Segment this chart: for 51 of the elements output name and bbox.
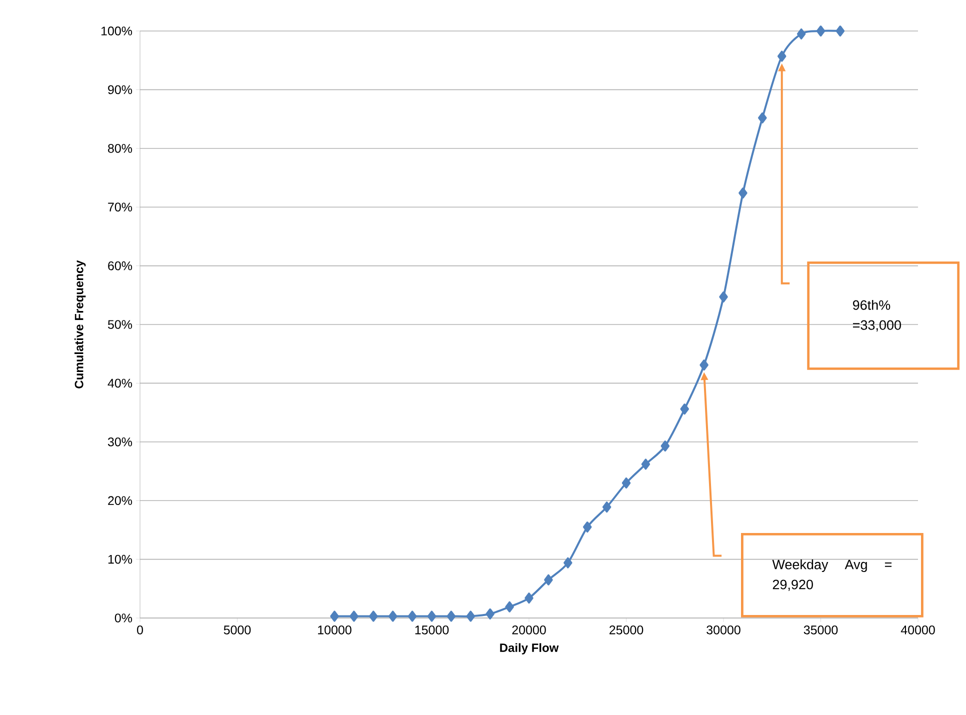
point [486, 608, 494, 620]
point [544, 574, 553, 586]
point [524, 592, 534, 604]
y-tick-label: 10% [108, 554, 132, 564]
point [505, 601, 514, 612]
x-tick-label: 40000 [900, 626, 935, 634]
point [350, 610, 358, 622]
y-tick-label: 60% [108, 261, 132, 270]
point [446, 610, 456, 622]
y-tick-label: 70% [108, 202, 132, 212]
point [427, 610, 436, 622]
y-tick-label: 100% [101, 26, 132, 36]
point [330, 610, 339, 622]
x-tick-label: 20000 [512, 626, 546, 634]
x-tick-label: 35000 [804, 626, 838, 634]
point [369, 610, 378, 622]
point [602, 502, 612, 513]
point [719, 291, 728, 302]
x-axis-title: Daily Flow [500, 643, 559, 654]
y-tick-label: 0% [114, 614, 132, 622]
y-tick-label: 20% [108, 496, 132, 506]
y-tick-label: 30% [108, 437, 132, 446]
x-tick-label: 30000 [706, 626, 740, 634]
y-tick-label: 90% [108, 85, 132, 94]
y-tick-label: 40% [108, 378, 132, 388]
point [641, 458, 650, 470]
annotation: 96th% =33,000 [852, 300, 901, 332]
point [622, 477, 631, 488]
point [836, 25, 845, 36]
point [816, 25, 826, 36]
point [564, 557, 572, 568]
y-tick-label: 50% [108, 320, 132, 329]
point [758, 112, 767, 124]
point [466, 610, 476, 622]
y-axis-title: Cumulative Frequency [74, 260, 86, 388]
point [738, 188, 748, 199]
point [660, 440, 670, 452]
point [680, 404, 689, 415]
x-tick-label: 10000 [318, 626, 352, 634]
annotation: Weekday Avg = 29,920 [772, 559, 892, 591]
point [796, 28, 806, 40]
y-tick-label: 80% [108, 144, 132, 153]
x-tick-label: 0 [137, 626, 143, 634]
point [777, 50, 786, 62]
point [388, 610, 398, 622]
x-tick-label: 25000 [610, 626, 644, 634]
point [582, 522, 592, 533]
point [700, 360, 708, 370]
x-tick-label: 5000 [224, 626, 251, 634]
point [408, 610, 417, 622]
x-tick-label: 15000 [415, 626, 449, 634]
